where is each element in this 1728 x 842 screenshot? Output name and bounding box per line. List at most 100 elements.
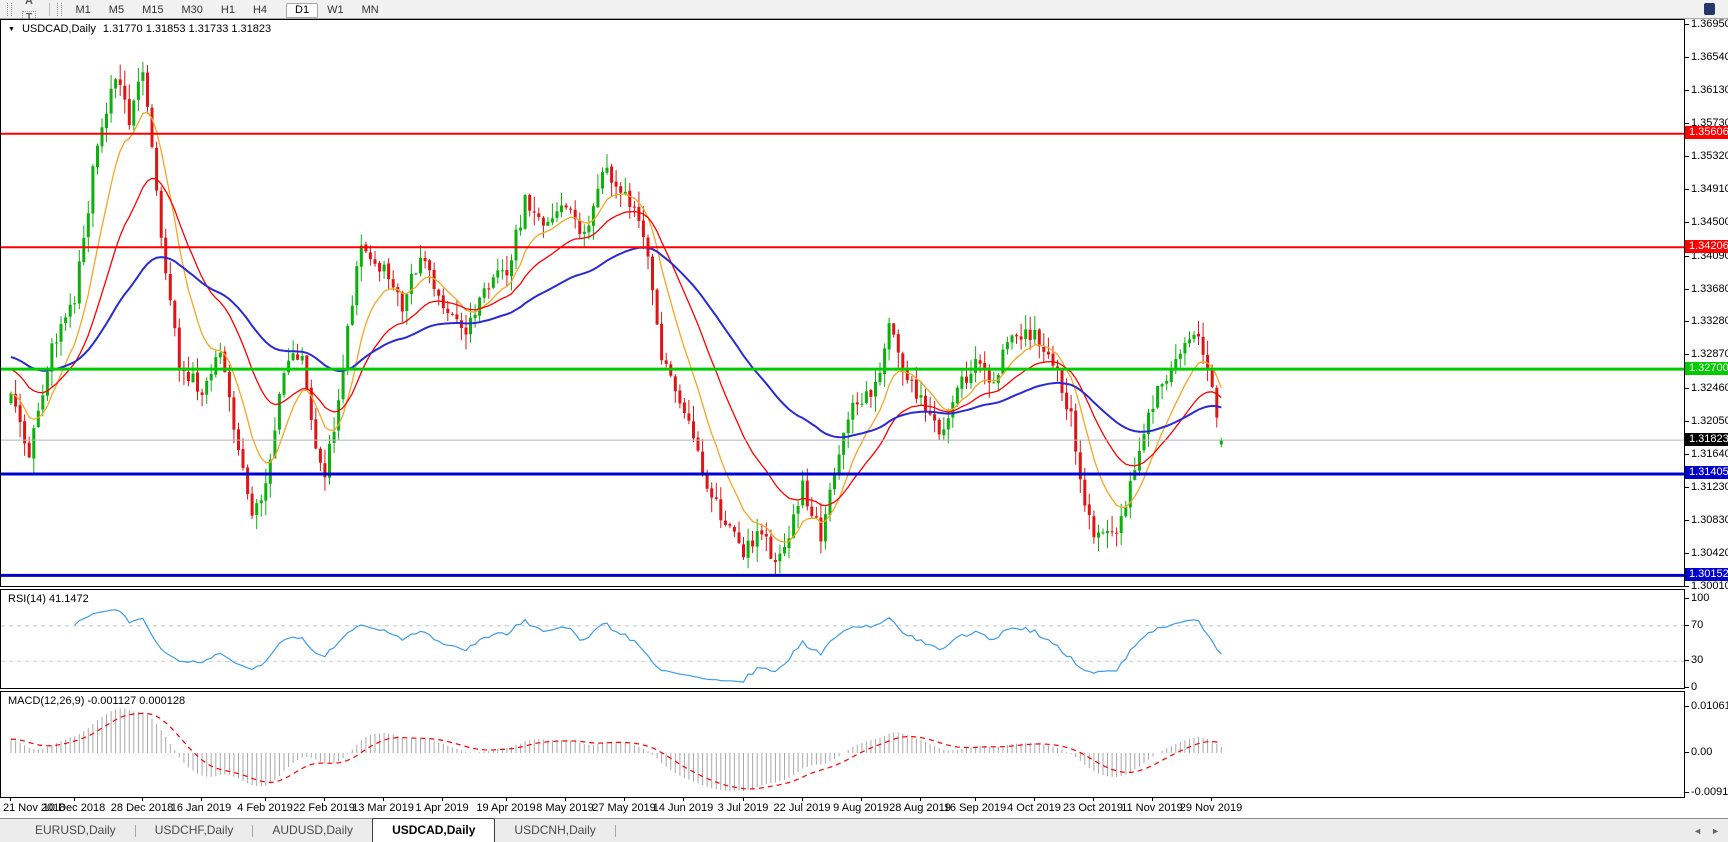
tab-eurusd-daily[interactable]: EURUSD,Daily: [35, 822, 116, 837]
date-axis-label: 29 Nov 2019: [1179, 802, 1243, 814]
timeframe-d1-button[interactable]: D1: [286, 2, 319, 18]
rsi-label: RSI(14) 41.1472: [8, 593, 89, 605]
date-tick-mark: [383, 798, 384, 801]
axis-tick-label: 0: [1691, 681, 1698, 693]
date-tick-mark: [1211, 798, 1212, 801]
macd-indicator-panel: MACD(12,26,9) -0.001127 0.000128: [0, 691, 1685, 798]
axis-tick-label: 1.33280: [1691, 315, 1728, 327]
date-tick-mark: [743, 798, 744, 801]
symbol-title-text: USDCAD,Daily: [21, 23, 96, 35]
timeframe-toolbar-grip[interactable]: [56, 2, 62, 16]
axis-tick-label: 1.36950: [1691, 18, 1728, 30]
price-line-tag: 1.31823: [1685, 433, 1728, 446]
axis-tick-mark: [1685, 706, 1689, 707]
timeframe-m1-button[interactable]: M1: [67, 3, 100, 18]
axis-tick-mark: [1685, 222, 1689, 223]
axis-tick-mark: [1685, 189, 1689, 190]
price-line-tag: 1.35606: [1685, 126, 1728, 139]
axis-tick-label: 1.30010: [1691, 580, 1728, 592]
date-axis[interactable]: 21 Nov 2018 10 Dec 2018 28 Dec 2018 16 Jan …: [0, 798, 1685, 818]
rsi-indicator-panel: RSI(14) 41.1472: [0, 589, 1685, 689]
date-axis-label: 23 Oct 2019: [1063, 802, 1123, 814]
axis-tick-label: 1.34910: [1691, 183, 1728, 195]
toolbar-grip[interactable]: [7, 2, 12, 16]
label-tool-button[interactable]: A: [19, 0, 39, 9]
axis-tick-mark: [1685, 625, 1689, 626]
timeframe-h4-button[interactable]: H4: [244, 3, 276, 18]
macd-chart-canvas[interactable]: [1, 692, 1684, 797]
axis-tick-mark: [1685, 792, 1689, 793]
date-axis-label: 16 Sep 2019: [943, 802, 1007, 814]
symbol-dropdown-icon[interactable]: ▼: [8, 25, 15, 33]
axis-tick-label: 0.010615: [1691, 700, 1728, 712]
axis-tick-mark: [1685, 24, 1689, 25]
tab-scroll-left-icon[interactable]: ◄: [1693, 826, 1703, 836]
axis-tick-mark: [1685, 388, 1689, 389]
date-tick-mark: [802, 798, 803, 801]
tabs-group: EURUSD,Daily USDCHF,Daily AUDUSD,Daily USDC…: [16, 818, 616, 842]
date-axis-label: 3 Jul 2019: [717, 802, 769, 814]
date-tick-mark: [1152, 798, 1153, 801]
toolbar-window-icon[interactable]: [1704, 3, 1715, 15]
date-axis-label: 22 Feb 2019: [293, 802, 355, 814]
date-axis-label: 28 Dec 2018: [110, 802, 174, 814]
tab-scroll-controls: ◄ ►: [1693, 819, 1720, 842]
date-tick-mark: [74, 798, 75, 801]
tab-usdchf-daily[interactable]: USDCHF,Daily: [154, 822, 234, 837]
macd-label-text: MACD(12,26,9) -0.001127 0.000128: [8, 695, 186, 707]
axis-tick-label: 1.34090: [1691, 250, 1728, 262]
price-line-tag: 1.30152: [1685, 568, 1728, 581]
chart-title: ▼ USDCAD,Daily 1.31770 1.31853 1.31733 1…: [8, 23, 271, 35]
axis-tick-mark: [1685, 421, 1689, 422]
date-tick-mark: [142, 798, 143, 801]
date-axis-label: 10 Dec 2018: [42, 802, 106, 814]
axis-tick-mark: [1685, 660, 1689, 661]
rsi-chart-canvas[interactable]: [1, 590, 1684, 688]
price-line-tag: 1.31405: [1685, 466, 1728, 479]
price-chart-canvas[interactable]: [1, 20, 1684, 586]
date-axis-label: 19 Apr 2019: [476, 802, 536, 814]
tab-usdcad-daily[interactable]: USDCAD,Daily: [372, 818, 496, 842]
date-tick-mark: [265, 798, 266, 801]
rsi-label-text: RSI(14) 41.1472: [8, 593, 89, 605]
toolbar-separator: [48, 2, 50, 16]
tab-separator: [134, 824, 136, 837]
price-axis[interactable]: 1.36950 1.36540 1.36130 1.35730 1.35320 1.349…: [1685, 18, 1728, 798]
axis-tick-mark: [1685, 321, 1689, 322]
price-line-tag: 1.34206: [1685, 240, 1728, 253]
axis-tick-label: 1.33680: [1691, 283, 1728, 295]
date-tick-mark: [975, 798, 976, 801]
axis-tick-label: 1.31640: [1691, 448, 1728, 460]
price-chart-panel: ▼ USDCAD,Daily 1.31770 1.31853 1.31733 1…: [0, 19, 1685, 587]
timeframe-w1-button[interactable]: W1: [318, 3, 353, 18]
axis-tick-mark: [1685, 598, 1689, 599]
axis-tick-mark: [1685, 586, 1689, 587]
timeframe-m30-button[interactable]: M30: [172, 3, 211, 18]
axis-tick-label: 1.32050: [1691, 415, 1728, 427]
date-tick-mark: [920, 798, 921, 801]
timeframe-m5-button[interactable]: M5: [100, 3, 133, 18]
tab-scroll-right-icon[interactable]: ►: [1711, 826, 1720, 836]
tab-audusd-daily[interactable]: AUDUSD,Daily: [272, 822, 354, 837]
timeframe-m15-button[interactable]: M15: [133, 3, 172, 18]
date-axis-label: 14 Jun 2019: [652, 802, 714, 814]
axis-tick-label: 1.34500: [1691, 216, 1728, 228]
axis-tick-mark: [1685, 752, 1689, 753]
tab-separator: [614, 824, 616, 837]
timeframe-h1-button[interactable]: H1: [212, 3, 244, 18]
tab-usdcnh-daily[interactable]: USDCNH,Daily: [514, 822, 596, 837]
date-axis-label: 27 May 2019: [592, 802, 656, 814]
timeframe-mn-button[interactable]: MN: [353, 3, 388, 18]
date-axis-label: 22 Jul 2019: [773, 802, 831, 814]
date-axis-label: 21 Nov 2018: [3, 802, 66, 814]
axis-tick-mark: [1685, 90, 1689, 91]
date-tick-mark: [565, 798, 566, 801]
date-axis-label: 4 Oct 2019: [1007, 802, 1061, 814]
axis-tick-label: 100: [1691, 592, 1710, 604]
date-tick-mark: [506, 798, 507, 801]
axis-tick-mark: [1685, 687, 1689, 688]
date-axis-label: 11 Nov 2019: [1121, 802, 1183, 814]
date-tick-mark: [324, 798, 325, 801]
